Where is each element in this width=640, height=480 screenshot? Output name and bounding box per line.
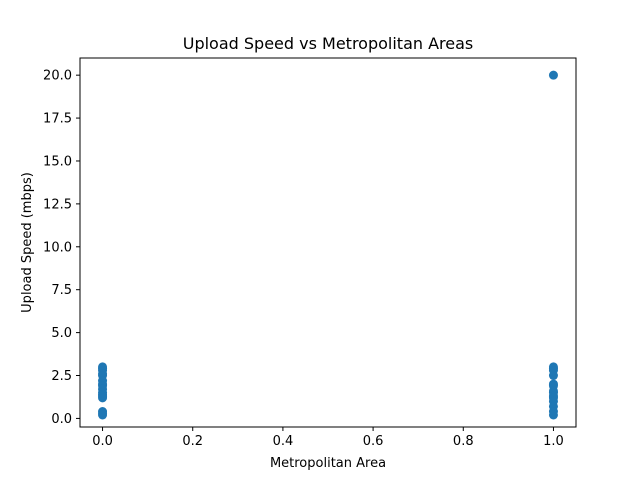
data-point — [548, 410, 558, 420]
y-tick-label: 17.5 — [43, 112, 72, 127]
y-tick-label: 5.0 — [51, 326, 72, 341]
y-tick-label: 2.5 — [51, 369, 72, 384]
plot-frame — [79, 57, 577, 428]
x-tick-label: 0.4 — [273, 434, 294, 449]
axis-ticks: 0.0 0.2 0.4 0.6 0.8 1.0 0.0 2.5 5.0 7.5 10.0 12.5 15… — [43, 69, 564, 449]
x-tick-label: 0.2 — [182, 434, 203, 449]
x-tick-label: 0.0 — [92, 434, 113, 449]
y-axis-label: Upload Speed (mbps) — [20, 172, 35, 313]
y-tick-label: 0.0 — [51, 412, 72, 427]
y-tick-label: 12.5 — [43, 197, 72, 212]
data-point — [548, 70, 558, 80]
y-tick-label: 20.0 — [43, 69, 72, 84]
data-point — [98, 393, 108, 403]
x-tick-label: 0.6 — [363, 434, 384, 449]
x-tick-label: 1.0 — [543, 434, 564, 449]
y-tick-label: 10.0 — [43, 240, 72, 255]
y-tick-label: 7.5 — [51, 283, 72, 298]
y-tick-label: 15.0 — [43, 154, 72, 169]
data-point — [548, 371, 558, 381]
data-point — [98, 410, 108, 420]
data-points — [98, 70, 558, 420]
chart-title: Upload Speed vs Metropolitan Areas — [183, 34, 474, 53]
x-tick-label: 0.8 — [453, 434, 474, 449]
x-axis-label: Metropolitan Area — [270, 456, 386, 471]
